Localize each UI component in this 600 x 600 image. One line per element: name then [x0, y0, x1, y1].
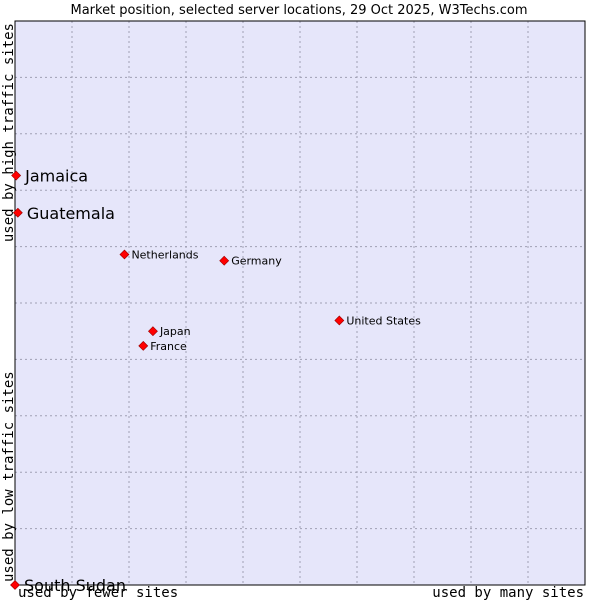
data-point-france: [138, 340, 149, 351]
point-label-united-states: United States: [346, 314, 421, 327]
grid-lines: [15, 21, 585, 585]
point-label-netherlands: Netherlands: [131, 248, 198, 261]
y-axis-label-top: used by high traffic sites: [1, 23, 17, 242]
point-label-guatemala: Guatemala: [27, 204, 115, 223]
x-axis-label-left: used by fewer sites: [18, 585, 178, 600]
data-point-guatemala: [12, 207, 23, 218]
data-point-netherlands: [119, 249, 130, 260]
x-axis-label-right: used by many sites: [432, 585, 584, 600]
data-point-south-sudan: [10, 580, 20, 590]
point-label-japan: Japan: [159, 325, 191, 338]
point-label-france: France: [150, 340, 187, 353]
chart-title: Market position, selected server locatio…: [70, 3, 527, 18]
y-axis-label-bottom: used by low traffic sites: [1, 371, 17, 582]
plot-frame: [14, 20, 586, 586]
data-point-germany: [219, 255, 230, 266]
point-label-jamaica: Jamaica: [24, 167, 88, 186]
data-point-japan: [148, 326, 158, 337]
data-points: Jamaica Guatemala Netherlands Germany United…: [10, 167, 421, 595]
data-point-united-states: [334, 315, 345, 326]
data-point-jamaica: [11, 170, 22, 181]
point-label-germany: Germany: [231, 255, 282, 268]
point-label-south-sudan: South Sudan: [24, 576, 126, 595]
